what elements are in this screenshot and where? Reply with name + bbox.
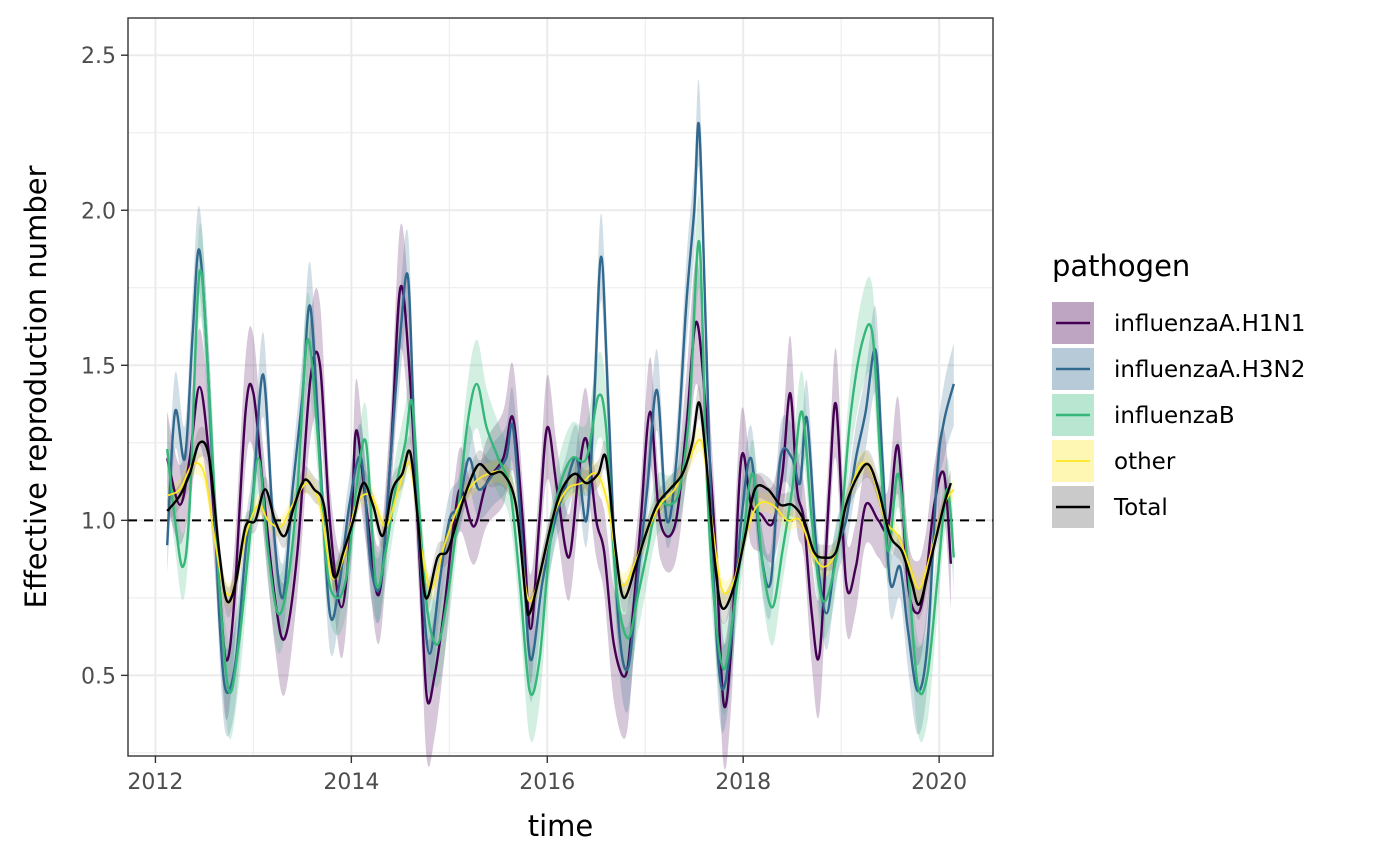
panel-background	[128, 18, 993, 756]
panel-border	[127, 17, 994, 757]
x-tick-label: 2018	[715, 770, 771, 795]
line-total	[166, 401, 953, 617]
line-other	[166, 438, 955, 603]
legend-label-total: Total	[1113, 495, 1168, 521]
legend-key-influenzaa-h1n1: influenzaA.H1N1	[1052, 302, 1305, 344]
ribbon-other	[167, 427, 954, 614]
y-tick-label: 1.5	[81, 354, 116, 379]
y-tick-label: 2.0	[81, 199, 116, 224]
line-influenzaa-h1n1	[166, 284, 953, 709]
x-axis-ticks: 2012 2014 2016 2018 2020	[127, 756, 967, 795]
legend-label-influenzaa-h3n2: influenzaA.H3N2	[1114, 357, 1305, 383]
legend-key-other: other	[1052, 440, 1176, 482]
y-tick-label: 1.0	[81, 509, 116, 534]
y-axis-ticks: 0.5 1.0 1.5 2.0 2.5	[81, 44, 128, 689]
plot-area	[127, 17, 994, 770]
legend-key-influenzab: influenzaB	[1052, 394, 1235, 436]
legend-key-influenzaa-h3n2: influenzaA.H3N2	[1052, 348, 1305, 390]
legend-items: influenzaA.H1N1 influenzaA.H3N2 influenzaB…	[1052, 302, 1305, 528]
x-tick-label: 2016	[519, 770, 575, 795]
x-axis-title: time	[528, 809, 594, 843]
series-lines	[165, 122, 956, 709]
legend-title: pathogen	[1052, 249, 1190, 283]
line-influenzaa-h3n2	[165, 122, 955, 694]
ribbon-influenzab	[167, 194, 954, 743]
legend-key-total: Total	[1052, 486, 1168, 528]
legend: pathogen influenzaA.H1N1influenzaA.H3N2i…	[1052, 249, 1305, 528]
x-tick-label: 2020	[911, 770, 967, 795]
y-axis-title: Effective reproduction number	[19, 165, 53, 608]
x-tick-label: 2014	[323, 770, 379, 795]
legend-label-other: other	[1114, 449, 1176, 475]
x-tick-label: 2012	[127, 770, 183, 795]
y-tick-label: 2.5	[81, 44, 116, 69]
line-influenzab	[165, 240, 956, 696]
y-tick-label: 0.5	[81, 664, 116, 689]
legend-label-influenzaa-h1n1: influenzaA.H1N1	[1114, 311, 1305, 337]
legend-label-influenzab: influenzaB	[1114, 403, 1235, 429]
